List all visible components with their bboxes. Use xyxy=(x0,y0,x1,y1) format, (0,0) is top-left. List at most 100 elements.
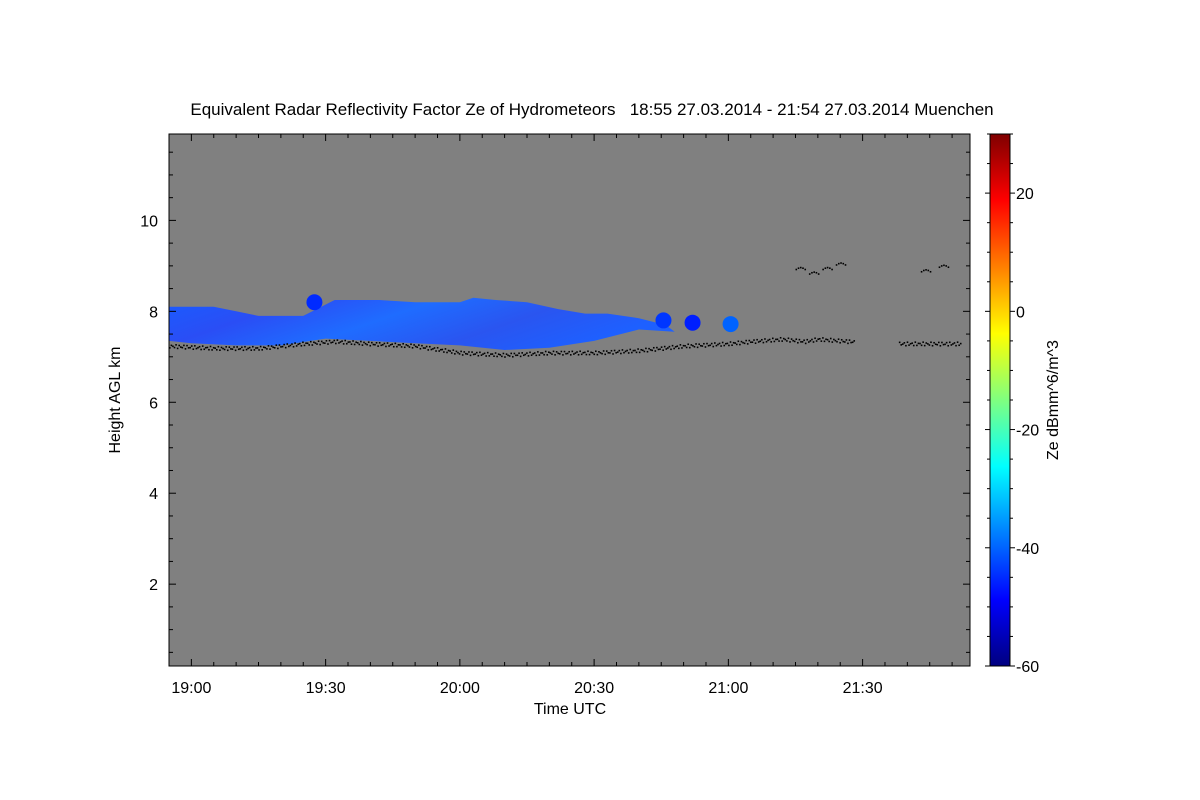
cloud-base-point xyxy=(527,355,530,357)
cloud-base-point xyxy=(802,267,804,269)
cloud-base-point xyxy=(698,343,700,346)
cloud-base-point xyxy=(797,341,799,344)
cloud-base-point xyxy=(717,343,719,346)
plot-background xyxy=(169,134,970,666)
cloud-base-point xyxy=(267,345,270,347)
cloud-base-point xyxy=(463,351,466,353)
cloud-base-point xyxy=(535,354,538,357)
cloud-base-point xyxy=(549,352,552,354)
cloud-base-point xyxy=(508,355,511,357)
cloud-base-point xyxy=(211,349,213,351)
colorbar xyxy=(989,133,1011,667)
cloud-base-point xyxy=(361,344,364,346)
cloud-base-point xyxy=(172,345,174,348)
cloud-base-point xyxy=(281,345,284,348)
cloud-base-point xyxy=(778,340,780,342)
cloud-base-point xyxy=(635,351,638,354)
cloud-base-point xyxy=(574,352,577,354)
cloud-base-point xyxy=(399,344,401,346)
cloud-base-point xyxy=(214,347,217,349)
cloud-base-point xyxy=(436,346,439,349)
cloud-base-point xyxy=(682,344,685,347)
cloud-base-point xyxy=(825,338,827,341)
cloud-base-point xyxy=(745,339,747,342)
cloud-base-point xyxy=(485,355,487,357)
cloud-base-point xyxy=(236,346,238,348)
cloud-base-point xyxy=(835,264,838,266)
cloud-base-point xyxy=(844,264,847,266)
cloud-base-point xyxy=(735,343,738,346)
cloud-base-point xyxy=(588,353,591,356)
cloud-base-point xyxy=(604,353,607,356)
y-tick-label: 8 xyxy=(149,304,158,321)
cloud-base-point xyxy=(820,340,823,342)
cloud-base-point xyxy=(186,344,188,347)
cloud-base-point xyxy=(438,350,440,352)
cloud-base-point xyxy=(546,354,549,356)
cloud-base-point xyxy=(726,342,729,345)
cloud-base-point xyxy=(248,346,251,349)
cloud-base-point xyxy=(947,344,950,347)
cloud-base-point xyxy=(295,345,298,347)
cloud-base-point xyxy=(394,342,397,345)
cloud-base-point xyxy=(657,348,660,351)
cloud-base-point xyxy=(471,351,473,353)
cloud-base-point xyxy=(231,348,234,350)
cloud-base-point xyxy=(378,342,381,344)
cloud-base-point xyxy=(942,343,945,346)
x-tick-label: 19:30 xyxy=(306,680,346,697)
cloud-base-point xyxy=(450,352,453,354)
cloud-base-point xyxy=(443,351,445,353)
cloud-base-point xyxy=(187,347,190,349)
cloud-base-point xyxy=(629,348,632,351)
cloud-base-point xyxy=(189,346,191,349)
cloud-base-point xyxy=(678,347,680,350)
cloud-base-point xyxy=(176,347,179,350)
cloud-base-point xyxy=(945,341,948,344)
cloud-base-point xyxy=(958,344,960,347)
cloud-base-point xyxy=(360,340,362,343)
cloud-base-point xyxy=(649,349,652,351)
cloud-base-point xyxy=(411,347,414,349)
cloud-base-point xyxy=(201,345,204,347)
cloud-base-point xyxy=(710,342,713,345)
cloud-base-point xyxy=(750,341,752,344)
cloud-base-point xyxy=(627,352,630,354)
cloud-base-point xyxy=(237,348,240,351)
cloud-base-point xyxy=(192,348,195,351)
cloud-base-point xyxy=(209,345,212,348)
cloud-base-point xyxy=(707,344,710,347)
cloud-base-point xyxy=(656,346,658,349)
cloud-base-point xyxy=(522,354,525,357)
cloud-base-point xyxy=(952,343,954,345)
cloud-base-point xyxy=(308,344,310,346)
cloud-base-point xyxy=(190,345,193,347)
cloud-base-point xyxy=(667,347,669,349)
cloud-base-point xyxy=(446,351,448,354)
x-axis: 19:00 19:30 20:00 20:30 21:00 21:30 xyxy=(168,134,953,697)
cloud-base-point xyxy=(179,346,182,348)
cloud-base-point xyxy=(938,341,940,344)
cloud-base-point xyxy=(519,355,522,358)
cloud-base-point xyxy=(605,350,608,352)
cloud-base-point xyxy=(454,353,456,355)
cloud-base-point xyxy=(408,346,411,348)
cloud-base-point xyxy=(283,343,285,346)
cloud-base-point xyxy=(233,346,235,348)
cloud-base-point xyxy=(548,351,550,353)
cloud-base-point xyxy=(319,343,321,346)
cloud-base-point xyxy=(941,341,943,344)
cloud-base-point xyxy=(297,343,300,346)
cloud-base-point xyxy=(723,344,726,347)
cloud-base-point xyxy=(510,352,513,355)
cloud-base-point xyxy=(688,346,691,349)
cloud-base-point xyxy=(225,346,227,348)
colorbar-tick-label: -60 xyxy=(1016,659,1039,676)
cloud-base-point xyxy=(684,344,686,347)
colorbar-tick-label: -40 xyxy=(1016,541,1039,558)
cloud-base-point xyxy=(739,343,741,346)
cloud-base-point xyxy=(569,354,572,356)
cloud-base-point xyxy=(602,350,605,352)
cloud-base-point xyxy=(831,341,834,343)
cloud-base-point xyxy=(540,352,542,354)
